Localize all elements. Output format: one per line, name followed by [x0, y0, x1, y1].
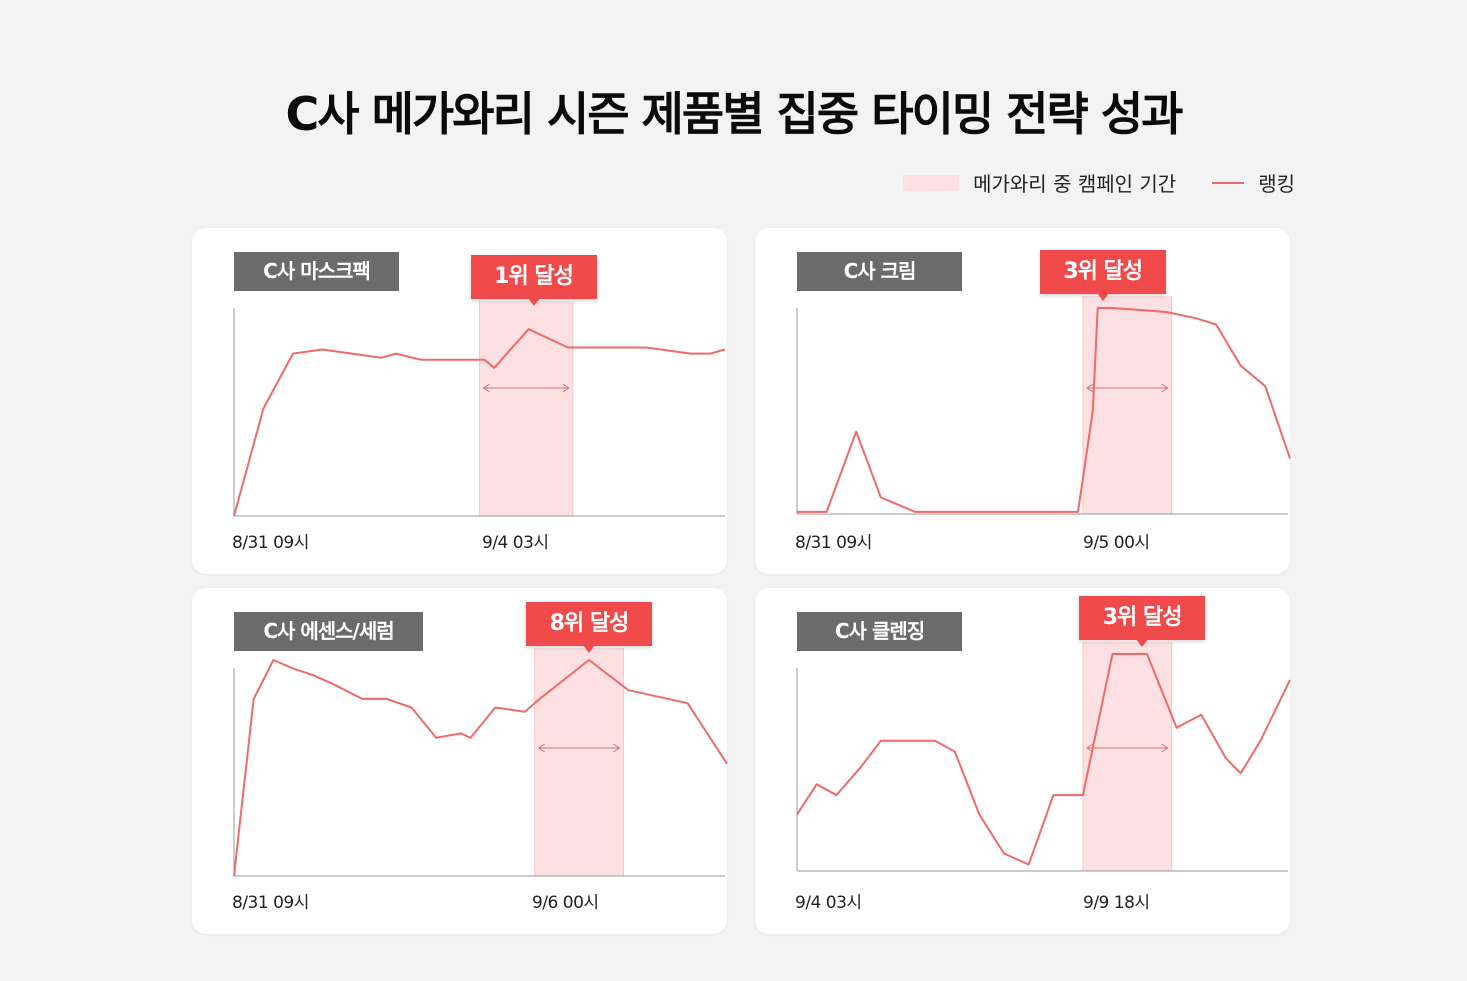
chart-panel-cleansing: C사 클렌징 3위 달성 9/4 03시 9/9 18시: [755, 588, 1291, 934]
campaign-swatch: [903, 174, 960, 191]
rank-line: [796, 653, 1291, 866]
arrow-head-left: [1086, 383, 1094, 393]
tick-label-campaign: 9/9 18시: [1083, 893, 1150, 913]
arrow-head-right: [1161, 383, 1169, 393]
achievement-badge: 1위 달성: [470, 255, 597, 306]
chart-title: C사 에센스/세럼: [234, 612, 423, 651]
chart-title: C사 클렌징: [797, 612, 962, 651]
arrow-head-right: [1161, 743, 1169, 753]
chart-panel-cream: C사 크림 3위 달성 8/31 09시 9/5 00시: [755, 228, 1291, 574]
arrow-head-left: [537, 743, 546, 753]
campaign-band: [479, 301, 573, 516]
tick-label-campaign: 9/4 03시: [482, 533, 549, 553]
legend: 메가와리 중 캠페인 기간 랭킹: [903, 168, 1295, 197]
rank-line: [233, 659, 728, 877]
chart-svg: [233, 648, 728, 877]
achievement-badge: 3위 달성: [1079, 596, 1206, 647]
tick-label-start: 8/31 09시: [232, 893, 309, 913]
arrow-head-left: [1086, 743, 1094, 753]
chart-svg: [796, 296, 1291, 515]
campaign-band: [1082, 642, 1172, 871]
tick-label-start: 8/31 09시: [795, 533, 872, 553]
chart-title: C사 마스크팩: [234, 252, 399, 291]
rank-line: [233, 328, 726, 517]
campaign-band: [534, 648, 624, 876]
legend-campaign-label: 메가와리 중 캠페인 기간: [973, 172, 1177, 196]
chart-panel-mask-pack: C사 마스크팩 1위 달성 8/31 09시 9/4 03시: [192, 228, 727, 574]
campaign-band: [1082, 296, 1172, 514]
chart-svg: [796, 642, 1291, 872]
tick-label-campaign: 9/6 00시: [532, 893, 599, 913]
arrow-head-left: [482, 383, 490, 393]
rank-line: [797, 307, 1291, 513]
tick-label-start: 8/31 09시: [232, 533, 309, 553]
arrow-head-right: [613, 743, 621, 753]
legend-rank-label: 랭킹: [1258, 172, 1295, 196]
tick-label-campaign: 9/5 00시: [1083, 533, 1150, 553]
chart-panel-essence-serum: C사 에센스/세럼 8위 달성 8/31 09시 9/6 00시: [192, 588, 728, 934]
rank-line-swatch: [1212, 181, 1245, 184]
achievement-badge: 8위 달성: [525, 602, 652, 653]
tick-label-start: 9/4 03시: [795, 893, 862, 913]
arrow-head-right: [562, 383, 570, 393]
chart-title: C사 크림: [797, 252, 962, 291]
achievement-badge: 3위 달성: [1039, 250, 1166, 301]
chart-svg: [233, 301, 726, 517]
page-title: C사 메가와리 시즌 제품별 집중 타이밍 전략 성과: [285, 87, 1184, 141]
